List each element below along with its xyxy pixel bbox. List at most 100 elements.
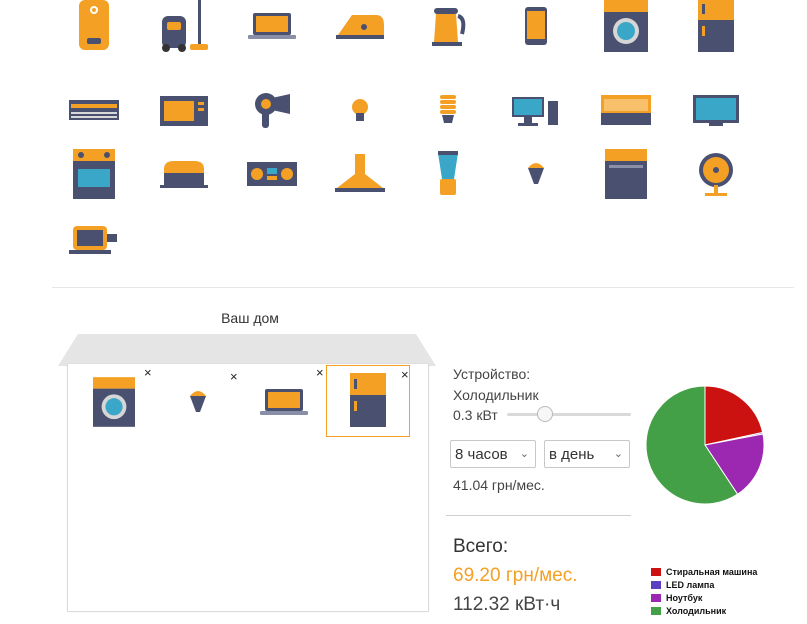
laptop-icon <box>248 13 296 39</box>
legend-swatch <box>651 580 661 589</box>
electric-motor-icon <box>69 226 117 254</box>
blender-icon <box>438 151 458 195</box>
catalog-laptop[interactable] <box>236 0 308 57</box>
totals-energy: 112.32 кВт·ч <box>453 594 561 615</box>
catalog-heater[interactable] <box>590 80 662 142</box>
light-bulb-icon <box>352 99 368 121</box>
catalog-energy-saving-bulb[interactable] <box>412 80 484 142</box>
house-device-led-bulb[interactable] <box>156 366 240 438</box>
stereo-icon <box>247 162 297 186</box>
led-bulb-icon <box>190 391 206 412</box>
catalog-water-heater[interactable] <box>58 0 130 57</box>
refrigerator-icon <box>698 0 734 52</box>
microwave-icon <box>160 96 208 126</box>
laptop-icon <box>260 389 308 415</box>
fan-icon <box>699 153 733 196</box>
catalog-toaster[interactable] <box>148 143 220 205</box>
remove-led-bulb-button[interactable]: × <box>230 369 238 384</box>
remove-washing-machine-button[interactable]: × <box>144 365 152 380</box>
power-slider[interactable] <box>507 405 631 423</box>
totals-label: Всего: <box>453 536 509 557</box>
legend-swatch <box>651 567 661 576</box>
water-heater-icon <box>79 0 109 50</box>
catalog-light-bulb[interactable] <box>324 80 396 142</box>
power-slider-track <box>507 413 631 416</box>
washing-machine-icon <box>604 0 648 52</box>
toaster-icon <box>160 161 208 188</box>
device-monthly-cost: 41.04 грн/мес. <box>453 477 545 493</box>
kettle-icon <box>432 8 466 46</box>
house-device-refrigerator-selected[interactable] <box>326 365 410 437</box>
legend-item: Стиральная машина <box>651 565 757 578</box>
heater-icon <box>601 95 651 125</box>
tv-icon <box>693 95 739 126</box>
legend-label: LED лампа <box>666 579 715 590</box>
pie-slice-2 <box>704 433 765 495</box>
vacuum-cleaner-icon <box>162 0 208 52</box>
pie-slice-3 <box>645 385 739 505</box>
hours-select-value: 8 часов <box>455 446 508 463</box>
catalog-electric-motor[interactable] <box>58 208 130 270</box>
chevron-down-icon: ⌄ <box>613 448 623 460</box>
catalog-kettle[interactable] <box>412 0 484 57</box>
device-power: 0.3 кВт <box>453 407 498 423</box>
device-name: Холодильник <box>453 387 539 403</box>
catalog-washing-machine[interactable] <box>590 0 662 57</box>
totals-divider <box>446 515 631 516</box>
catalog-refrigerator[interactable] <box>680 0 752 57</box>
house-device-washing-machine[interactable] <box>72 366 156 438</box>
pie-slice-0 <box>704 385 764 446</box>
legend-swatch <box>651 606 661 615</box>
catalog-led-bulb[interactable] <box>500 143 572 205</box>
range-hood-icon <box>335 154 385 192</box>
house-device-laptop[interactable] <box>242 366 326 438</box>
energy-saving-bulb-icon <box>440 95 456 123</box>
house-title: Ваш дом <box>221 310 279 326</box>
house-drop-area[interactable]: × × × × <box>67 364 429 612</box>
smartphone-icon <box>525 7 547 45</box>
chart-legend: Стиральная машина LED лампа Ноутбук Холодил… <box>651 565 757 617</box>
legend-item: Холодильник <box>651 604 757 617</box>
legend-item: Ноутбук <box>651 591 757 604</box>
hair-dryer-icon <box>255 93 290 128</box>
legend-label: Стиральная машина <box>666 566 758 577</box>
consumption-pie-chart <box>645 385 765 505</box>
house-roof <box>58 334 436 366</box>
refrigerator-icon <box>350 373 386 427</box>
catalog-desktop-computer[interactable] <box>500 80 572 142</box>
legend-item: LED лампа <box>651 578 757 591</box>
section-divider <box>52 287 794 288</box>
dishwasher-icon <box>605 149 647 199</box>
catalog-microwave[interactable] <box>148 80 220 142</box>
catalog-hair-dryer[interactable] <box>236 80 308 142</box>
catalog-electric-stove[interactable] <box>58 143 130 205</box>
period-select[interactable]: в день ⌄ <box>544 440 630 468</box>
legend-label: Ноутбук <box>666 592 703 603</box>
legend-swatch <box>651 593 661 602</box>
totals-cost: 69.20 грн/мес. <box>453 565 578 586</box>
device-label: Устройство: <box>453 366 531 382</box>
catalog-tv[interactable] <box>680 80 752 142</box>
electric-stove-icon <box>73 149 115 199</box>
iron-icon <box>336 15 384 39</box>
catalog-smartphone[interactable] <box>500 0 572 57</box>
led-bulb-icon <box>528 163 544 184</box>
catalog-vacuum-cleaner[interactable] <box>148 0 220 57</box>
washing-machine-icon <box>93 377 135 427</box>
catalog-dishwasher[interactable] <box>590 143 662 205</box>
hours-select[interactable]: 8 часов ⌄ <box>450 440 536 468</box>
catalog-air-conditioner[interactable] <box>58 80 130 142</box>
catalog-fan[interactable] <box>680 143 752 205</box>
catalog-stereo[interactable] <box>236 143 308 205</box>
catalog-range-hood[interactable] <box>324 143 396 205</box>
remove-laptop-button[interactable]: × <box>316 365 324 380</box>
chevron-down-icon: ⌄ <box>519 448 529 460</box>
catalog-iron[interactable] <box>324 0 396 57</box>
remove-refrigerator-button[interactable]: × <box>401 367 409 382</box>
desktop-computer-icon <box>512 97 558 126</box>
power-slider-thumb[interactable] <box>537 406 553 422</box>
catalog-blender[interactable] <box>412 143 484 205</box>
period-select-value: в день <box>549 446 595 463</box>
legend-label: Холодильник <box>666 605 727 616</box>
